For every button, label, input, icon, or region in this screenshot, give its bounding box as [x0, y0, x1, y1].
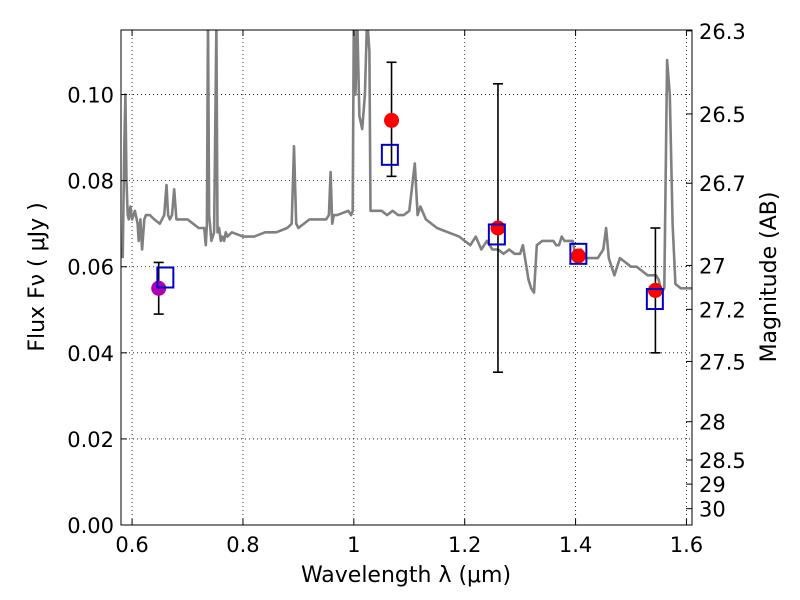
observed-point: [384, 112, 400, 128]
x-tick-label: 1.4: [559, 533, 592, 557]
plot-frame: [120, 29, 693, 526]
y2-tick-label: 29: [699, 473, 726, 497]
observed-point: [490, 220, 506, 236]
x-tick-label: 0.6: [115, 533, 148, 557]
y2-tick-label: 28.5: [699, 449, 746, 473]
observed-point: [570, 248, 586, 264]
spectrum-layer: [121, 30, 692, 294]
y2-tick-label: 27.2: [699, 298, 746, 322]
x-tick-label: 1.6: [670, 533, 703, 557]
y-tick-label: 0.02: [67, 428, 114, 452]
x-tick-label: 1.2: [448, 533, 481, 557]
grid: [121, 30, 692, 526]
axis-ticks: 0.6 0.8 1 1.2 1.4 1.6 0.00 0.02 0.04 0.06 0.08 0.10…: [67, 20, 746, 557]
y2-tick-label: 26.5: [699, 103, 746, 127]
y2-tick-label: 27.5: [699, 350, 746, 374]
y2-tick-label: 26.3: [699, 20, 746, 44]
y2-tick-label: 28: [699, 411, 726, 435]
y2-tick-label: 26.7: [699, 172, 746, 196]
y-tick-label: 0.00: [67, 514, 114, 538]
y-tick-label: 0.06: [67, 256, 114, 280]
x-tick-label: 1: [347, 533, 360, 557]
x-axis-label: Wavelength λ (μm): [301, 563, 511, 588]
model-point: [380, 143, 399, 166]
observed-point: [647, 282, 663, 298]
points-layer: [151, 61, 664, 373]
model-point: [487, 223, 506, 246]
y-tick-label: 0.04: [67, 342, 114, 366]
model-point: [645, 288, 664, 311]
model-point: [569, 242, 588, 265]
y-tick-label: 0.08: [67, 170, 114, 194]
spectrum-line: [121, 30, 692, 294]
y-tick-label: 0.10: [67, 84, 114, 108]
y-axis-label: Flux Fν ( μJy ): [25, 202, 50, 351]
model-point: [156, 266, 175, 289]
y2-tick-label: 30: [699, 498, 726, 522]
y2-axis-label: Magnitude (AB): [757, 192, 782, 363]
x-tick-label: 0.8: [226, 533, 259, 557]
y2-tick-label: 27: [699, 254, 726, 278]
